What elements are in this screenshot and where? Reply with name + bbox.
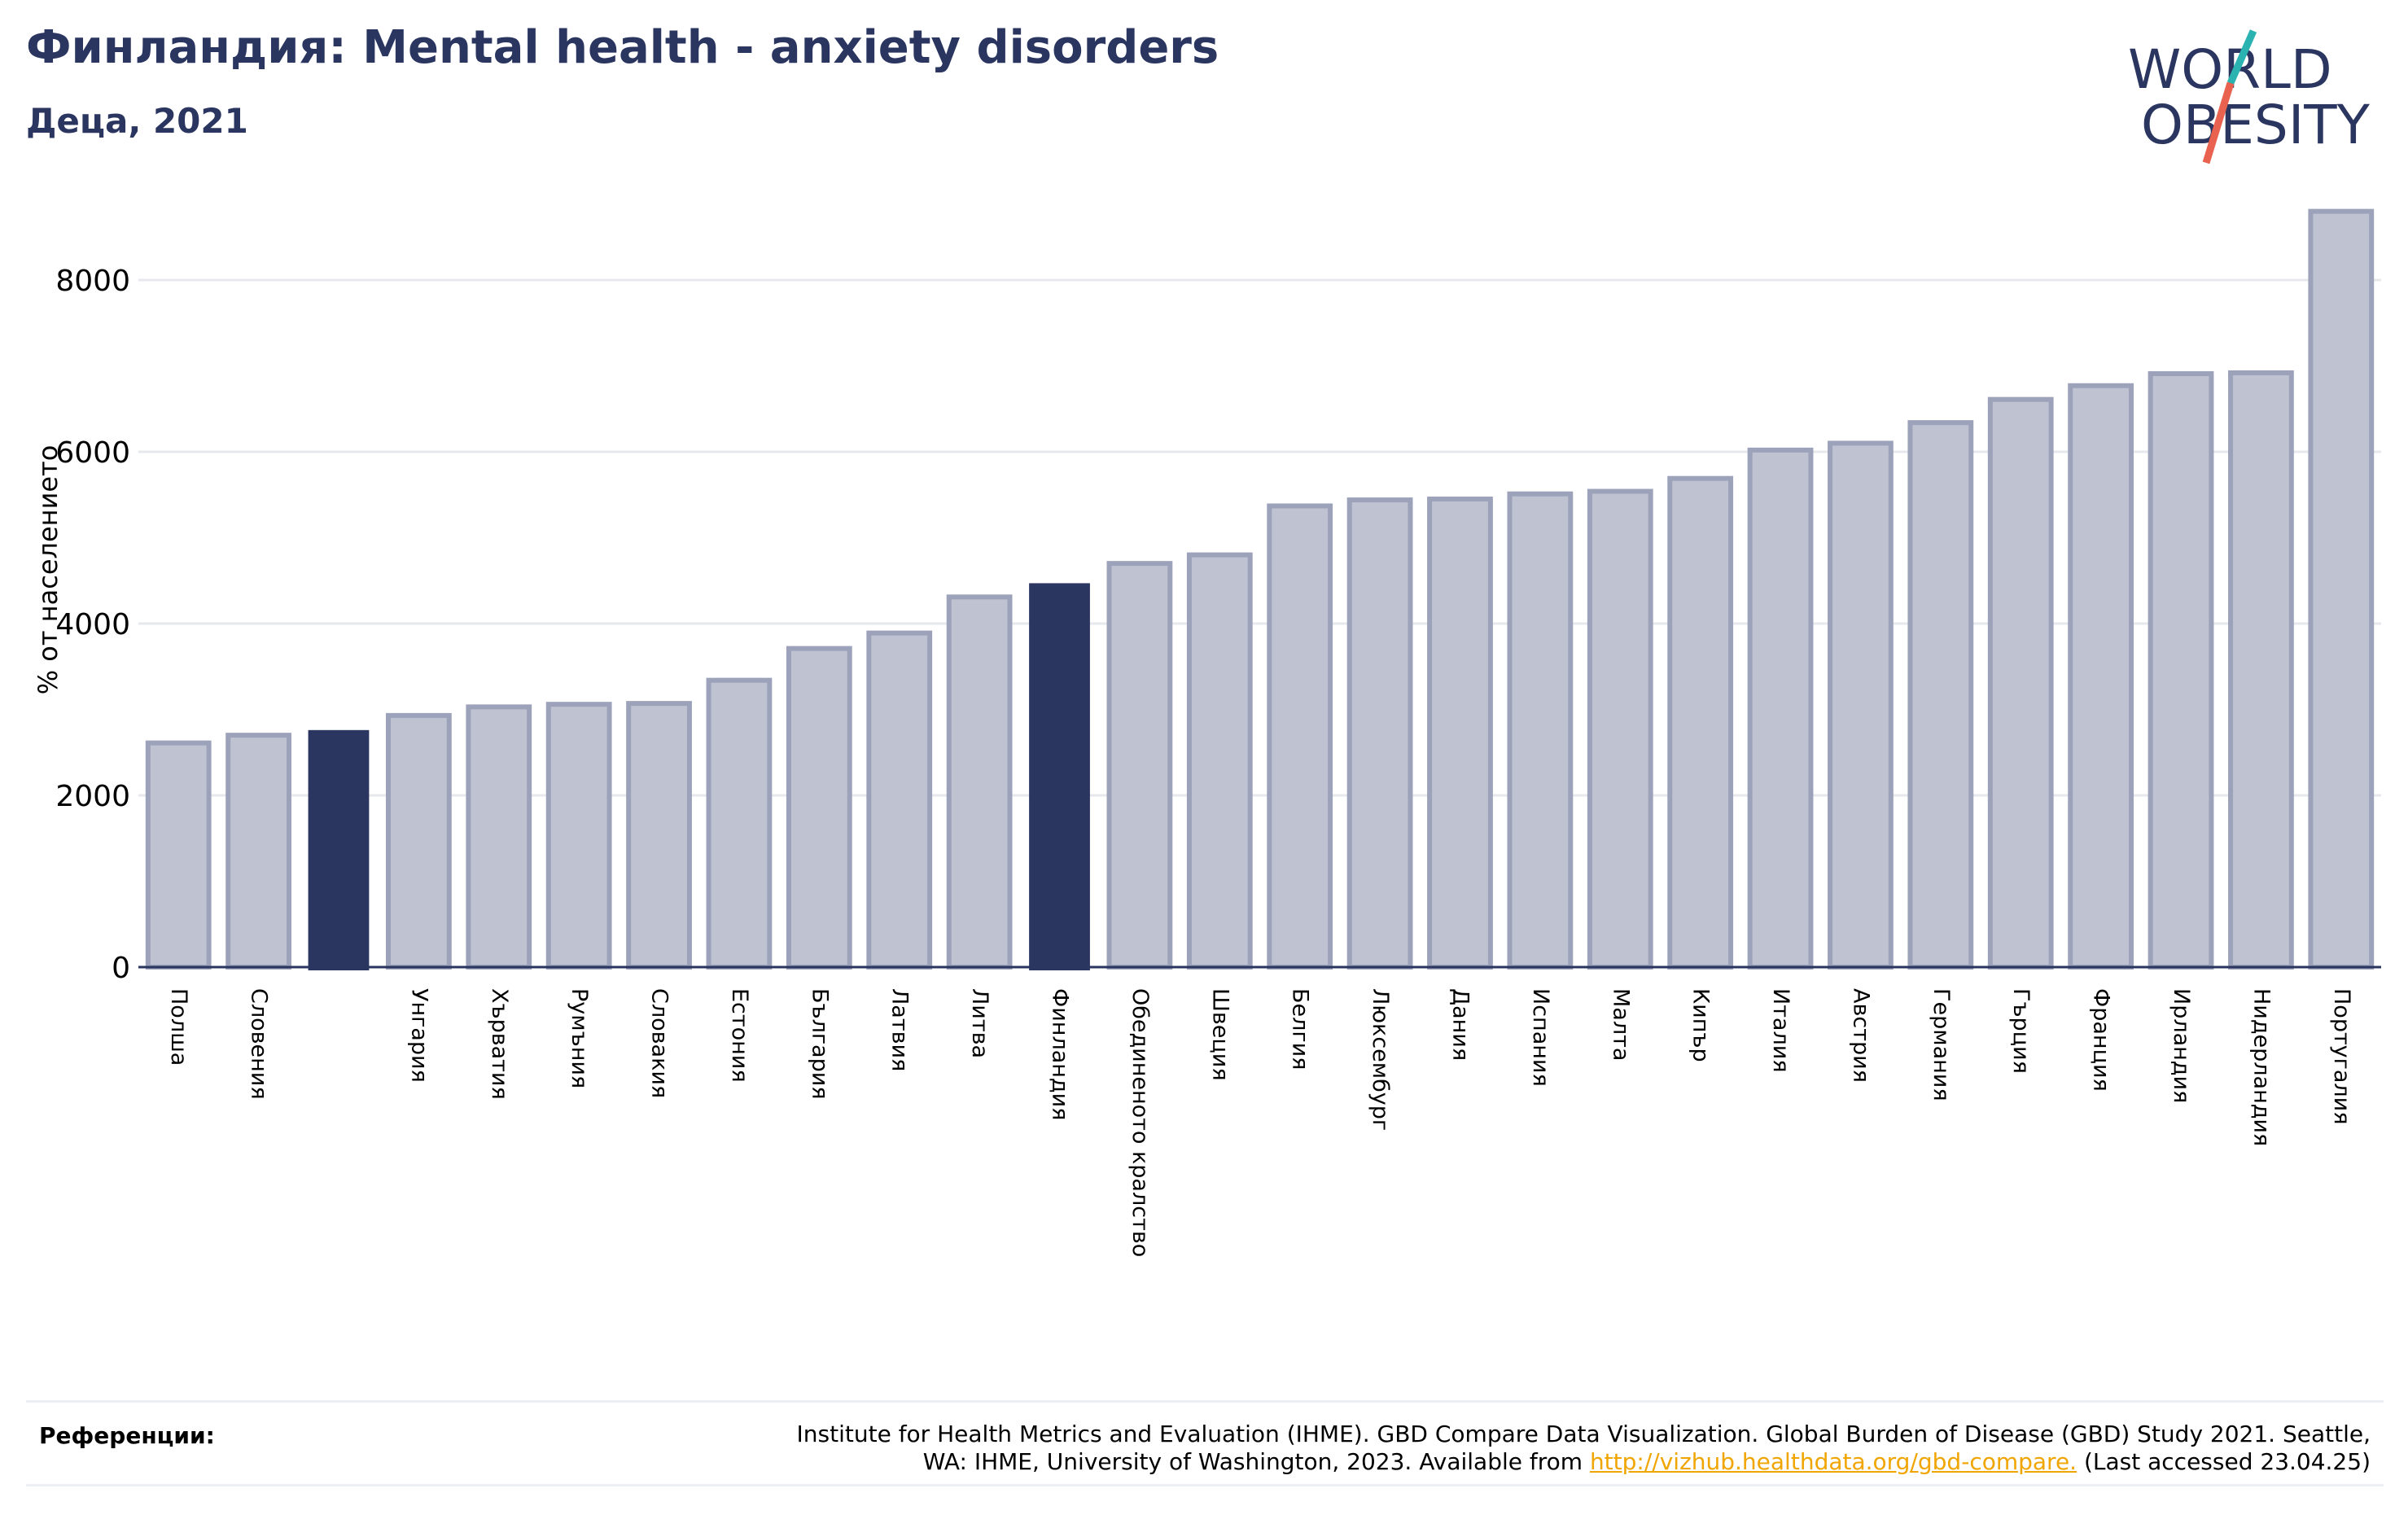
x-category-label: Хърватия [487, 988, 512, 1100]
x-category-label: Словакия [647, 988, 672, 1098]
bar [1907, 420, 1974, 970]
x-category-label: Португалия [2329, 988, 2354, 1124]
x-category-label: Австрия [1848, 988, 1873, 1083]
bar [1987, 396, 2054, 970]
x-category-label: Германия [1929, 988, 1954, 1101]
bar [2147, 370, 2214, 970]
x-category-label: Финландия [1048, 988, 1073, 1120]
bar [1507, 491, 1574, 970]
bar [1587, 488, 1653, 970]
bar [1267, 503, 1333, 970]
references-line-1: Institute for Health Metrics and Evaluat… [796, 1421, 2371, 1447]
x-category-label: Словения [247, 988, 272, 1100]
y-axis-title: % от населението [33, 445, 63, 695]
bar [2308, 208, 2375, 970]
logo-line-2: OBESITY [2141, 94, 2371, 156]
x-category-label: Унгария [406, 988, 431, 1083]
references-link[interactable]: http://vizhub.healthdata.org/gbd-compare… [1589, 1448, 2077, 1475]
bars-layer [145, 208, 2375, 970]
bar-highlighted [1029, 583, 1090, 970]
bar [1747, 447, 1814, 970]
bar [385, 712, 452, 970]
bar [545, 702, 612, 970]
bar [1667, 475, 1734, 970]
x-category-label: Литва [967, 988, 992, 1058]
bar [2228, 370, 2294, 970]
references-label: Референции: [39, 1422, 215, 1449]
x-category-label: Испания [1528, 988, 1553, 1087]
x-category-label: Полша [166, 988, 191, 1066]
x-category-label: Ирландия [2169, 988, 2194, 1103]
y-tick-label: 4000 [55, 608, 130, 641]
world-obesity-logo: WORLD OBESITY [2128, 29, 2371, 164]
bar [145, 740, 212, 970]
y-tick-label: 6000 [55, 436, 130, 470]
references-line-2-before: WA: IHME, University of Washington, 2023… [922, 1448, 1590, 1475]
x-category-label: Гърция [2008, 988, 2034, 1074]
y-tick-label: 0 [112, 952, 130, 985]
logo-slash-bottom [2202, 81, 2235, 164]
x-category-label: Нидерландия [2248, 988, 2274, 1146]
x-category-label: Белгия [1288, 988, 1313, 1070]
x-category-label: Италия [1768, 988, 1793, 1073]
bar [2068, 383, 2134, 970]
y-tick-label: 8000 [55, 265, 130, 298]
y-tick-label: 2000 [55, 780, 130, 813]
bar [1346, 497, 1413, 970]
bar [1186, 552, 1253, 970]
x-category-label: Дания [1447, 988, 1473, 1061]
references-text: Institute for Health Metrics and Evaluat… [677, 1421, 2371, 1476]
bar [466, 704, 532, 970]
x-category-label: България [807, 988, 832, 1100]
chart-title: Финландия: Mental health - anxiety disor… [26, 21, 1219, 74]
bar [1106, 561, 1173, 970]
chart-subtitle: Деца, 2021 [26, 101, 248, 141]
bar [1427, 497, 1493, 970]
references-line-2-after: (Last accessed 23.04.25) [2077, 1448, 2371, 1475]
bar [786, 646, 852, 970]
bar [1828, 440, 1894, 970]
logo-slash-top [2226, 29, 2257, 85]
x-category-label: Малта [1608, 988, 1633, 1061]
x-category-label: Франция [2089, 988, 2114, 1092]
bar [225, 733, 291, 970]
x-category-label: Обединеното кралство [1127, 988, 1153, 1257]
labels-layer: 0 2000 4000 6000 8000 Полша Словения Унгария Хър… [55, 265, 2353, 1257]
bar-chart: 0 2000 4000 6000 8000 Полша Словения Унгария Хър… [33, 208, 2381, 1257]
x-category-label: Румъния [567, 988, 592, 1088]
references-panel: Референции: Institute for Health Metrics… [26, 1400, 2384, 1486]
bar [706, 677, 773, 970]
x-category-label: Кипър [1688, 988, 1714, 1062]
x-category-label: Латвия [887, 988, 913, 1071]
bar [866, 630, 933, 970]
x-category-label: Естония [727, 988, 752, 1083]
bar [946, 594, 1013, 970]
bar [626, 701, 692, 970]
x-category-label: Люксембург [1368, 988, 1393, 1131]
x-category-label: Швеция [1207, 988, 1232, 1081]
bar-highlighted [308, 729, 370, 970]
